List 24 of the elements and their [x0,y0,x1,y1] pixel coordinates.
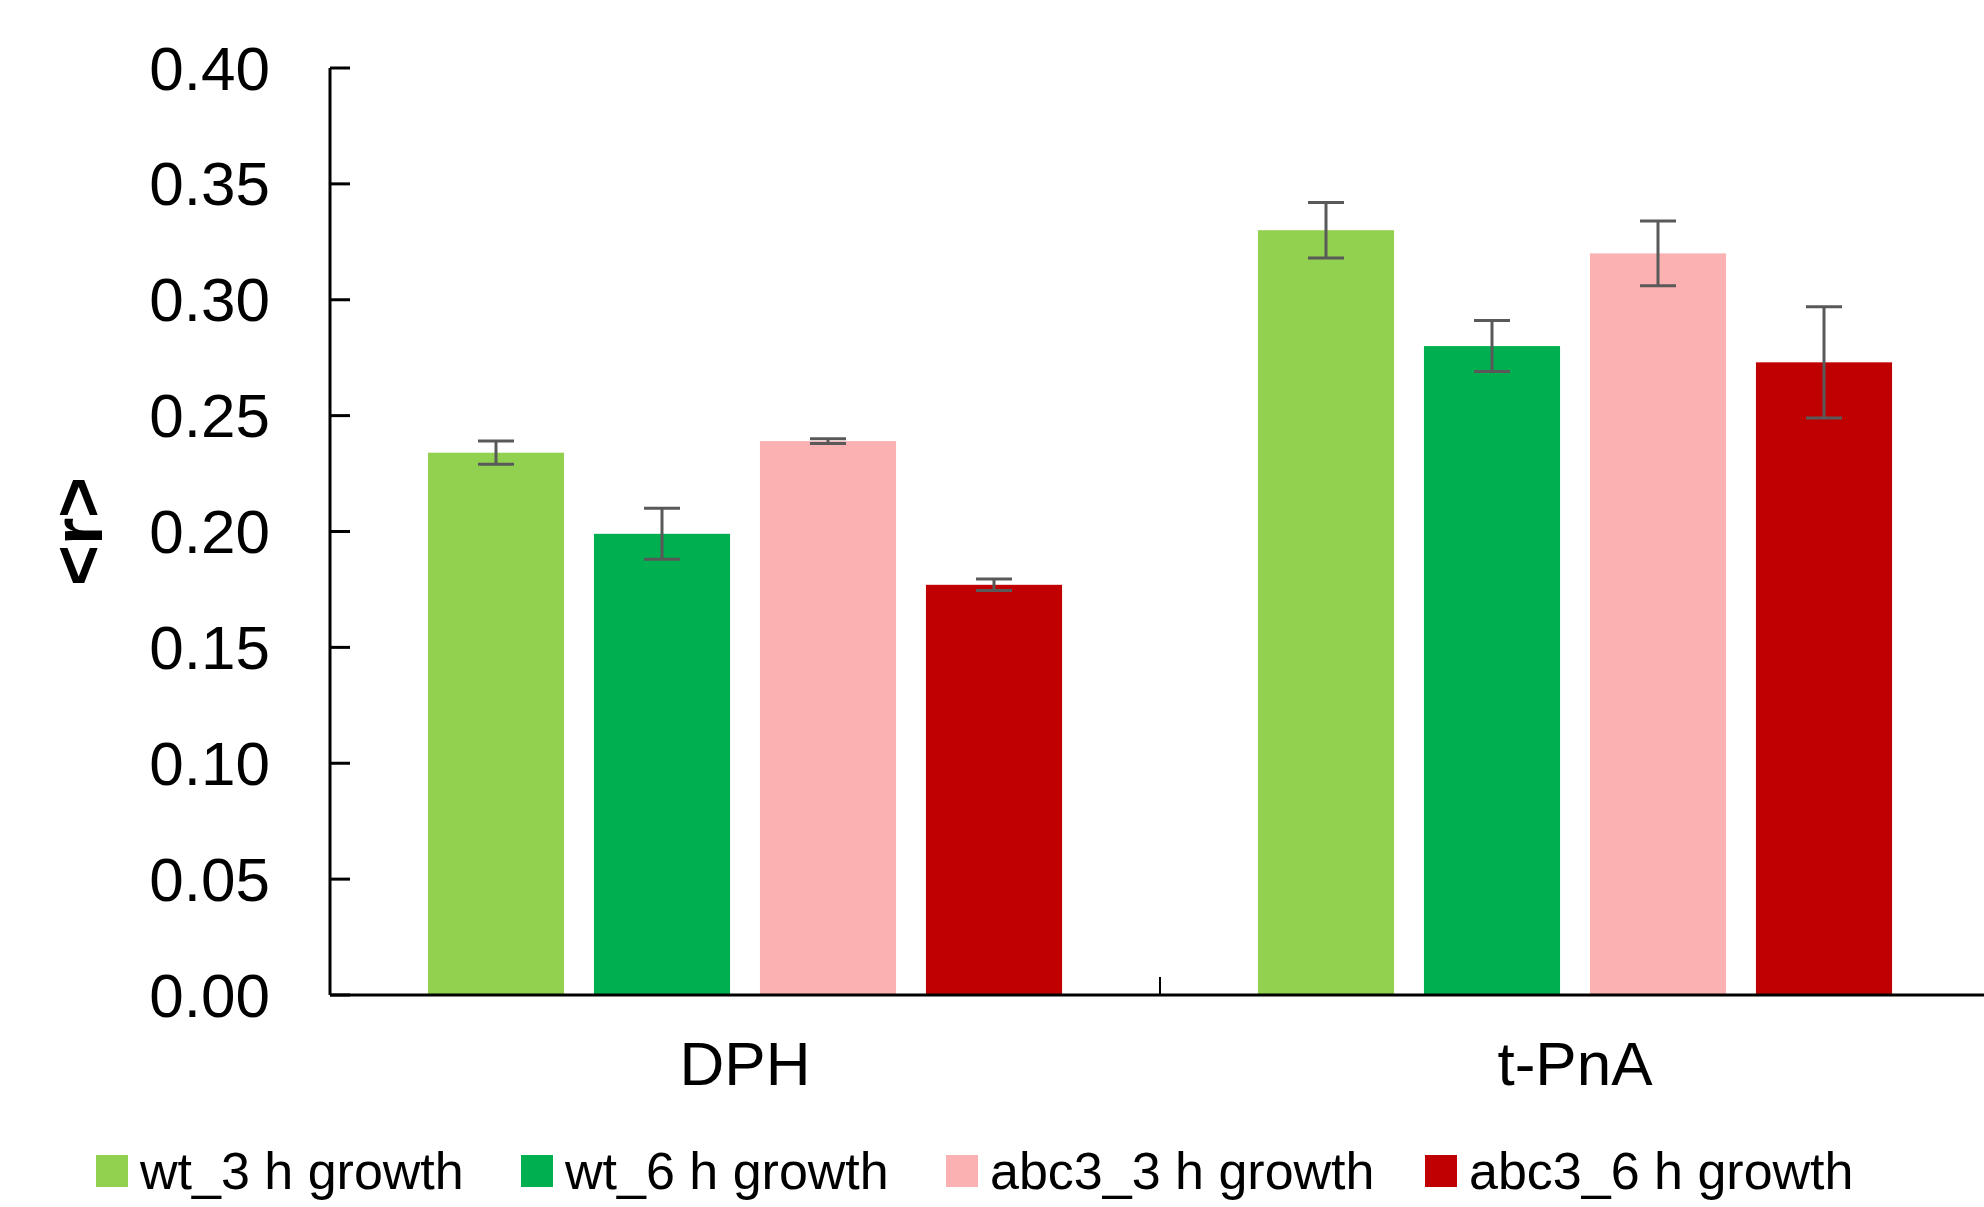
bar [593,533,731,995]
bar [925,584,1063,995]
bar [759,441,897,995]
bar [1589,253,1727,995]
legend-label: abc3_3 h growth [990,1142,1375,1200]
y-tick-label: 0.40 [149,33,270,103]
legend-label: wt_3 h growth [139,1142,464,1200]
y-tick-label: 0.20 [149,497,270,566]
x-tick-label: t-PnA [1497,1029,1654,1098]
y-tick-label: 0.35 [149,149,270,219]
legend-label: abc3_6 h growth [1469,1142,1854,1200]
y-axis-title: <r> [39,477,117,586]
bar [1257,230,1395,995]
y-tick-label: 0.15 [149,612,270,682]
y-tick-label: 0.10 [149,728,270,798]
y-tick-label: 0.25 [149,381,270,451]
bar [1755,362,1893,995]
y-tick-label: 0.05 [149,844,270,914]
bar [1423,346,1561,995]
y-tick-label: 0.00 [149,960,270,1030]
y-tick-label: 0.30 [149,265,270,335]
bar [427,452,565,995]
x-tick-label: DPH [679,1029,811,1098]
legend-label: wt_6 h growth [564,1142,889,1200]
